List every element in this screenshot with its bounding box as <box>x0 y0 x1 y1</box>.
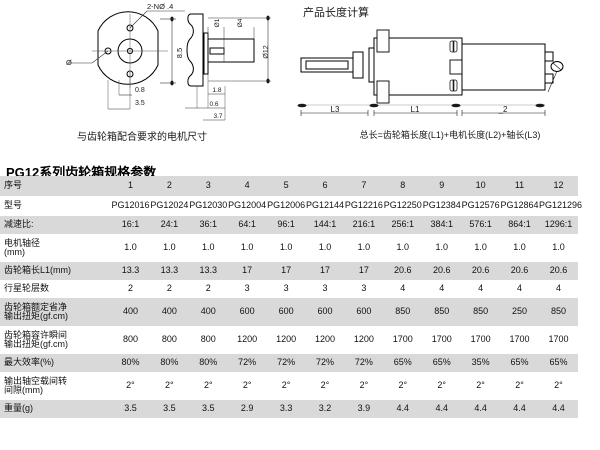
svg-text:0.6: 0.6 <box>209 101 218 108</box>
svg-text:总长=齿轮箱长度(L1)+电机长度(L2)+轴长(L3): 总长=齿轮箱长度(L1)+电机长度(L2)+轴长(L3) <box>360 129 541 140</box>
svg-text:_2: _2 <box>498 105 508 114</box>
svg-text:L3: L3 <box>331 105 340 114</box>
svg-text:3.5: 3.5 <box>135 100 145 107</box>
svg-text:Ø4: Ø4 <box>237 18 244 27</box>
svg-text:2-NØ .4: 2-NØ .4 <box>147 2 173 11</box>
svg-text:与齿轮箱配合要求的电机尺寸: 与齿轮箱配合要求的电机尺寸 <box>77 130 207 143</box>
svg-text:L1: L1 <box>411 105 420 114</box>
svg-text:Ø: Ø <box>66 58 72 67</box>
svg-text:产品长度计算: 产品长度计算 <box>303 5 369 19</box>
svg-text:Ø1: Ø1 <box>214 18 221 27</box>
svg-text:Ø12: Ø12 <box>263 45 270 58</box>
svg-text:3.7: 3.7 <box>213 113 222 120</box>
svg-text:1.8: 1.8 <box>212 87 221 94</box>
svg-text:8.5: 8.5 <box>175 48 184 58</box>
svg-text:0.8: 0.8 <box>135 87 145 94</box>
